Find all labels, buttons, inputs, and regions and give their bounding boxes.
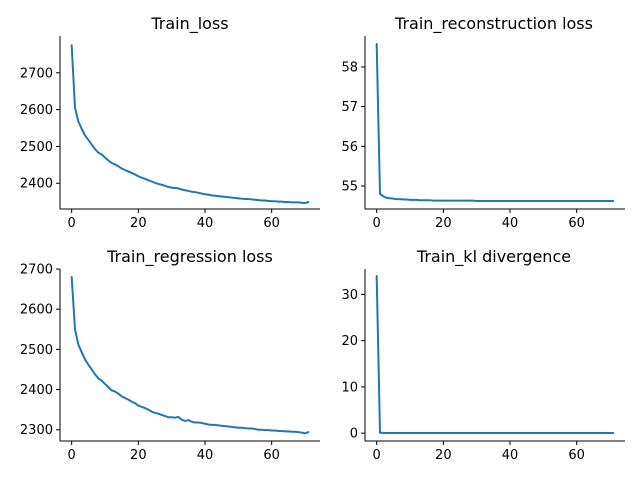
- x-tick-label: 0: [373, 216, 381, 231]
- y-tick-label: 57: [341, 100, 358, 115]
- x-tick-label: 0: [68, 448, 76, 463]
- x-tick-label: 40: [502, 448, 519, 463]
- y-tick-label: 2700: [20, 263, 53, 278]
- y-tick-label: 2700: [20, 66, 53, 81]
- x-tick-label: 20: [435, 216, 452, 231]
- x-tick-label: 40: [197, 216, 214, 231]
- subplot-title: Train_reconstruction loss: [394, 14, 593, 34]
- x-tick-label: 20: [130, 448, 147, 463]
- y-tick-label: 2400: [20, 383, 53, 398]
- series-line: [70, 276, 310, 435]
- y-tick-label: 0: [350, 427, 358, 442]
- y-tick-label: 2500: [20, 140, 53, 155]
- subplot-train-loss: Train_loss 0 20 40 60 2400 2500 2600 2700: [20, 14, 320, 231]
- y-tick-label: 2300: [20, 423, 53, 438]
- x-tick-label: 20: [435, 448, 452, 463]
- x-tick-label: 40: [197, 448, 214, 463]
- series-line: [70, 44, 310, 205]
- x-tick-label: 0: [68, 216, 76, 231]
- x-tick-label: 20: [130, 216, 147, 231]
- y-tick-label: 20: [341, 334, 358, 349]
- x-tick-label: 40: [502, 216, 519, 231]
- x-tick-label: 0: [373, 448, 381, 463]
- y-tick-label: 58: [341, 60, 358, 75]
- x-tick-label: 60: [568, 216, 585, 231]
- y-tick-label: 30: [341, 288, 358, 303]
- subplot-title: Train_regression loss: [106, 247, 273, 267]
- series-line: [375, 42, 615, 203]
- x-tick-label: 60: [263, 448, 280, 463]
- subplot-train-kl-divergence: Train_kl divergence 0 20 40 60 0 10 20 30: [341, 247, 625, 463]
- subplot-title: Train_loss: [150, 14, 228, 34]
- y-tick-label: 2600: [20, 103, 53, 118]
- y-tick-label: 2500: [20, 343, 53, 358]
- subplot-train-regression-loss: Train_regression loss 0 20 40 60 2300 2400 250…: [20, 247, 320, 463]
- subplot-train-reconstruction-loss: Train_reconstruction loss 0 20 40 60 55 56 57 5…: [341, 14, 625, 231]
- x-tick-label: 60: [568, 448, 585, 463]
- series-line: [375, 274, 615, 435]
- x-tick-label: 60: [263, 216, 280, 231]
- y-tick-label: 56: [341, 140, 358, 155]
- y-tick-label: 10: [341, 380, 358, 395]
- y-tick-label: 2600: [20, 303, 53, 318]
- y-tick-label: 2400: [20, 177, 53, 192]
- subplot-title: Train_kl divergence: [416, 247, 571, 267]
- y-tick-label: 55: [341, 179, 358, 194]
